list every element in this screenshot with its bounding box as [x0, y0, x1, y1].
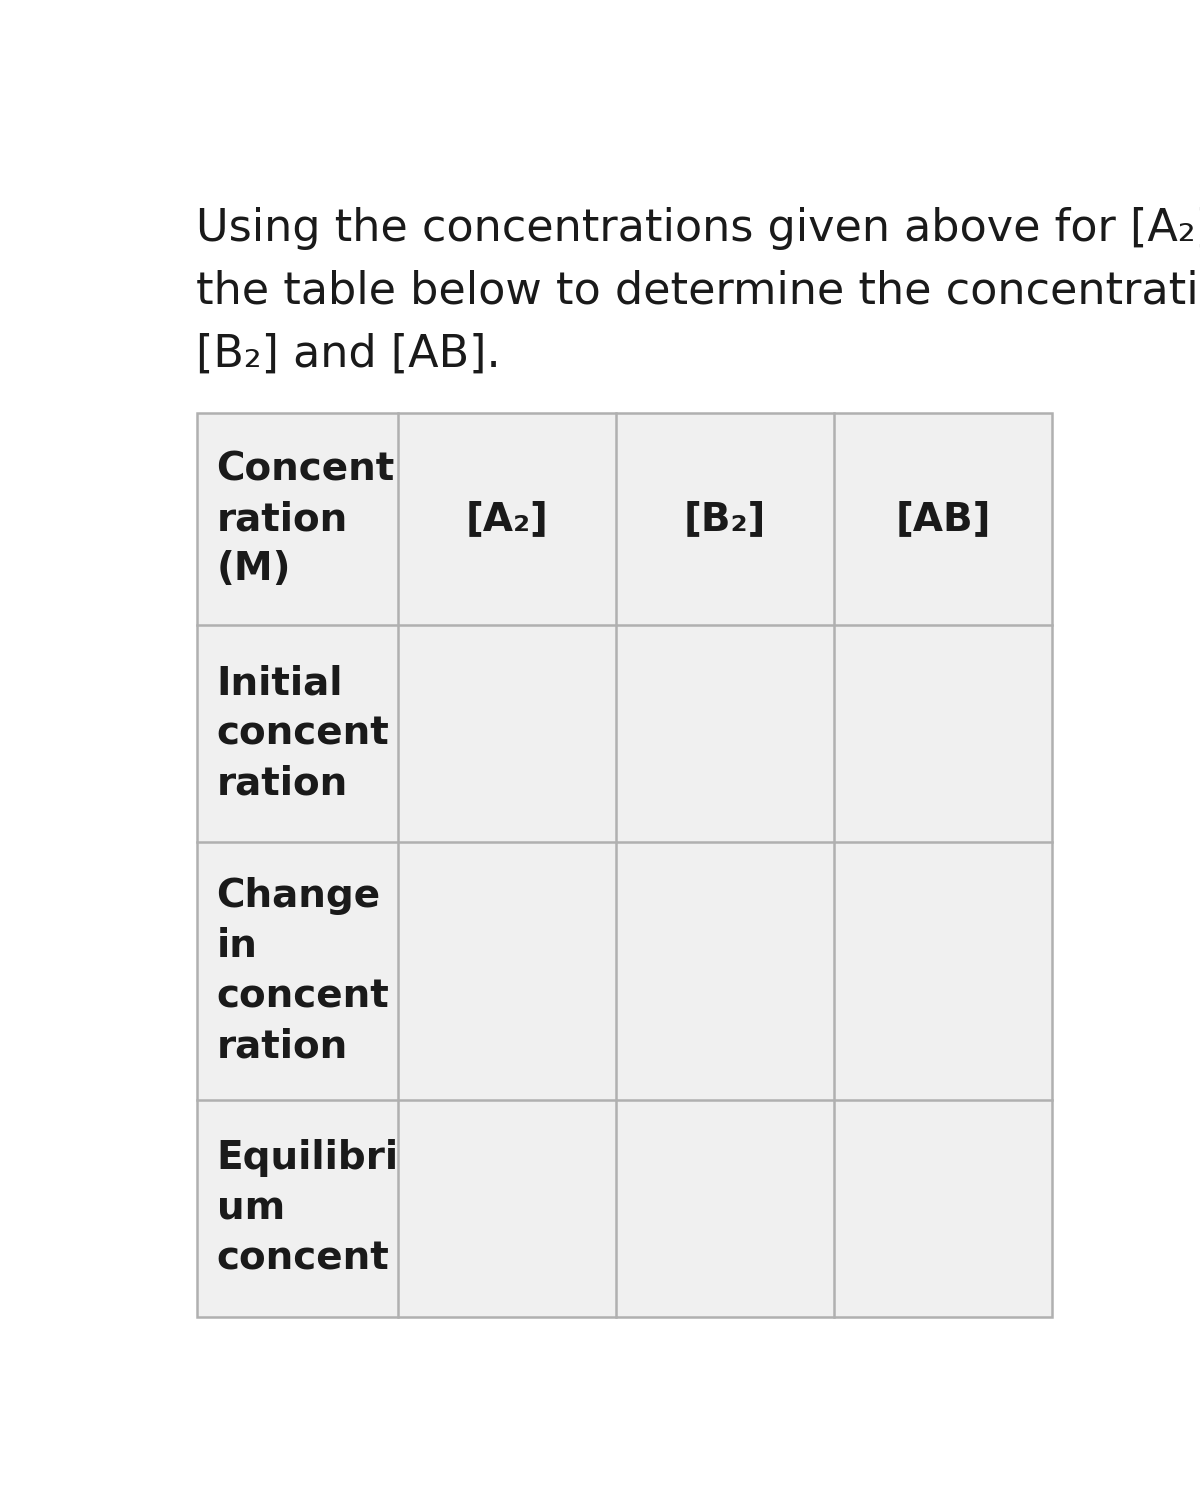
Text: [AB]: [AB] — [895, 501, 991, 538]
Text: Equilibri
um
concent: Equilibri um concent — [217, 1140, 398, 1278]
Text: the table below to determine the concentrations of: the table below to determine the concent… — [197, 270, 1200, 314]
Text: Initial
concent
ration: Initial concent ration — [217, 664, 389, 802]
Text: Concent
ration
(M): Concent ration (M) — [217, 450, 395, 588]
Text: [B₂] and [AB].: [B₂] and [AB]. — [197, 333, 502, 376]
Text: Change
in
concent
ration: Change in concent ration — [217, 877, 389, 1065]
Text: [A₂]: [A₂] — [466, 501, 548, 538]
Text: [B₂]: [B₂] — [684, 501, 766, 538]
Text: Using the concentrations given above for [A₂], fill in: Using the concentrations given above for… — [197, 207, 1200, 250]
